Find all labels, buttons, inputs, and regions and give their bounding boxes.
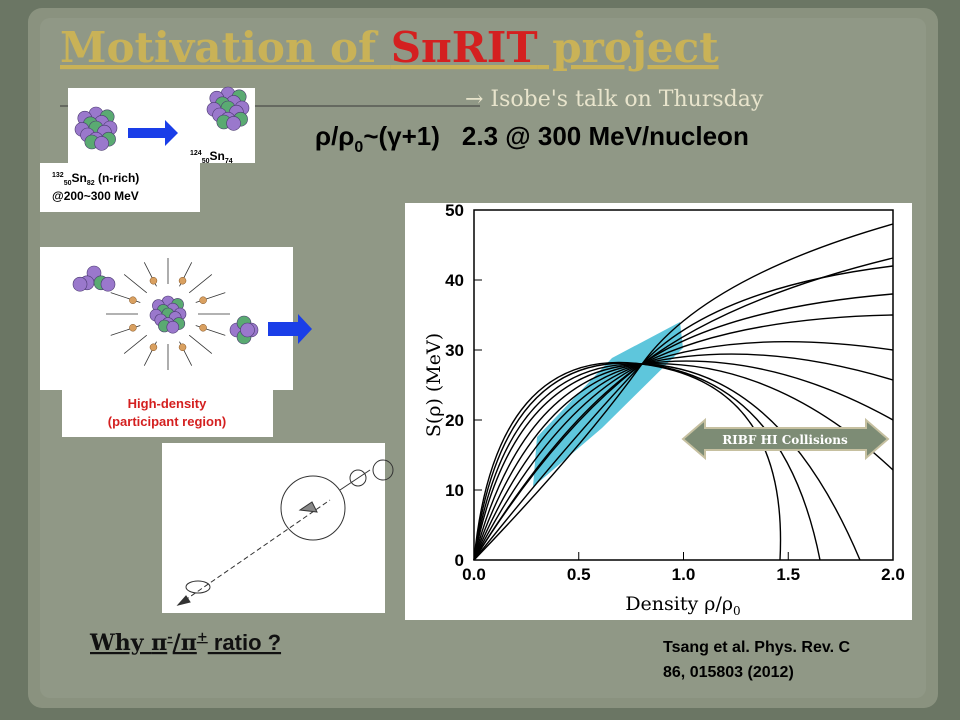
annotation: RIBF HI Collisions bbox=[722, 433, 848, 447]
pion bbox=[178, 343, 187, 352]
collision bbox=[72, 258, 259, 370]
ray bbox=[188, 334, 213, 354]
x-tick-label: 0.5 bbox=[567, 565, 591, 584]
y-tick-label: 30 bbox=[445, 341, 464, 360]
region-label: High-density bbox=[128, 396, 207, 411]
pion bbox=[199, 324, 207, 332]
energy-label: @200~300 MeV bbox=[52, 189, 139, 203]
x-tick-label: 1.0 bbox=[672, 565, 696, 584]
ray bbox=[123, 274, 148, 294]
pion bbox=[178, 276, 187, 285]
nucleon bbox=[240, 322, 255, 338]
pion bbox=[129, 296, 137, 304]
nucleon bbox=[100, 276, 116, 292]
question: Why π-/π+ ratio ? bbox=[89, 630, 281, 656]
arrow bbox=[128, 120, 178, 146]
arrow bbox=[268, 314, 312, 344]
title: Motivation of SπRIT project bbox=[60, 23, 719, 72]
curves bbox=[473, 223, 894, 561]
region-label: (participant region) bbox=[108, 414, 226, 429]
ray bbox=[188, 274, 213, 294]
y-axis-label: S(ρ) (MeV) bbox=[423, 333, 445, 437]
pion bbox=[149, 276, 158, 285]
projectile-label: 13250Sn82 (n-rich) bbox=[52, 171, 139, 187]
sketch bbox=[176, 459, 394, 606]
formula: ρ/ρ0~(γ+1) 2.3 @ 300 MeV/nucleon bbox=[315, 121, 749, 156]
nucleon bbox=[226, 116, 241, 131]
nucleon bbox=[72, 276, 88, 292]
nucleon bbox=[94, 136, 109, 151]
subtitle: → Isobe's talk on Thursday bbox=[465, 87, 764, 112]
x-tick-label: 0.0 bbox=[462, 565, 486, 584]
pion bbox=[129, 324, 137, 332]
y-tick-label: 0 bbox=[455, 551, 464, 570]
target-label: 12450Sn74 bbox=[190, 149, 233, 165]
figure bbox=[405, 203, 912, 620]
x-tick-label: 1.5 bbox=[776, 565, 800, 584]
x-axis-label: Density ρ/ρ0 bbox=[625, 593, 740, 618]
nucleus bbox=[74, 86, 250, 151]
y-tick-label: 50 bbox=[445, 201, 464, 220]
citation: Tsang et al. Phys. Rev. C bbox=[663, 639, 850, 656]
projectile-box bbox=[40, 163, 200, 212]
citation: 86, 015803 (2012) bbox=[663, 664, 794, 681]
ray bbox=[123, 334, 148, 354]
y-tick-label: 10 bbox=[445, 481, 464, 500]
x-tick-label: 2.0 bbox=[881, 565, 905, 584]
y-tick-label: 20 bbox=[445, 411, 464, 430]
annotation-arrow bbox=[681, 417, 890, 461]
region-box bbox=[62, 390, 273, 437]
pion bbox=[149, 343, 158, 352]
pion bbox=[199, 296, 207, 304]
nucleon bbox=[166, 320, 180, 334]
sketch-box bbox=[162, 443, 385, 613]
y-tick-label: 40 bbox=[445, 271, 464, 290]
